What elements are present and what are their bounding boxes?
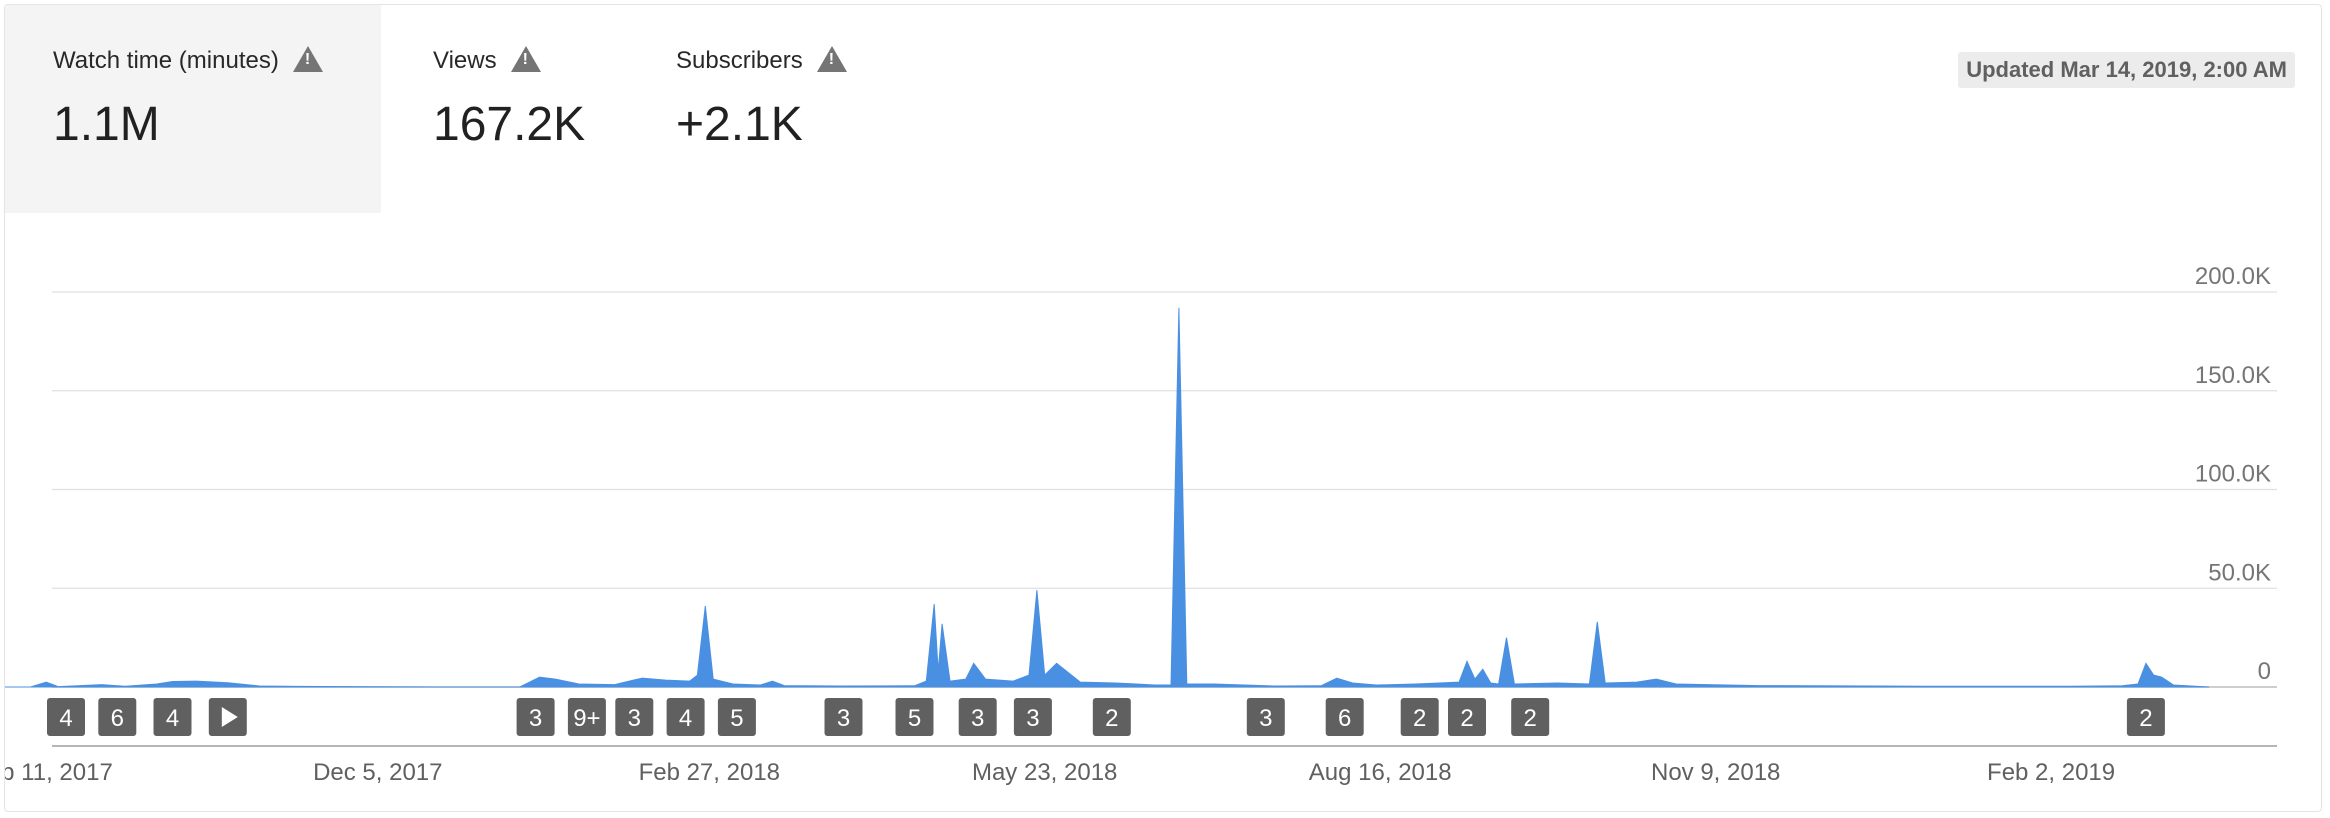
event-marker[interactable]: 3 — [824, 698, 863, 736]
tab-watch-time-label: Watch time (minutes) — [53, 47, 279, 74]
y-tick-label: 50.0K — [2208, 559, 2271, 586]
chart-series — [5, 307, 2210, 688]
event-marker-box — [98, 698, 137, 736]
x-tick-label: Feb 2, 2019 — [1987, 759, 2115, 786]
event-marker-label: 9+ — [573, 705, 600, 732]
tab-watch-time-title: Watch time (minutes) — [53, 46, 381, 75]
tab-watch-time-value: 1.1M — [53, 98, 160, 151]
event-marker-label: 2 — [1460, 705, 1473, 732]
chart-markers: 4 6 4 3 9+ 3 4 5 3 5 3 3 2 3 6 2 2 2 2 — [47, 698, 2165, 736]
x-tick-label: Nov 9, 2018 — [1651, 759, 1780, 786]
updated-timestamp: Updated Mar 14, 2019, 2:00 AM — [1958, 52, 2295, 88]
event-marker-label: 5 — [908, 705, 921, 732]
event-marker[interactable]: 4 — [47, 698, 85, 736]
event-marker-box — [824, 698, 863, 736]
tab-views-value: 167.2K — [433, 98, 586, 151]
event-marker-box — [47, 698, 85, 736]
tab-subscribers-label: Subscribers — [676, 47, 803, 74]
y-tick-label: 0 — [2258, 658, 2271, 685]
event-marker-label: 6 — [111, 705, 124, 732]
event-marker-box — [1400, 698, 1439, 736]
tab-views[interactable]: Views 167.2K — [381, 5, 624, 213]
event-marker[interactable]: 4 — [153, 698, 192, 736]
event-marker[interactable]: 3 — [1246, 698, 1285, 736]
event-marker-label: 3 — [628, 705, 641, 732]
tab-subscribers[interactable]: Subscribers +2.1K — [624, 5, 884, 213]
tab-subscribers-title: Subscribers — [676, 46, 884, 75]
event-marker-box — [1013, 698, 1052, 736]
y-tick-label: 100.0K — [2195, 461, 2271, 488]
event-marker-box — [567, 698, 606, 736]
event-marker[interactable]: 4 — [666, 698, 705, 736]
x-tick-label: May 23, 2018 — [972, 759, 1117, 786]
event-marker[interactable]: 3 — [615, 698, 654, 736]
event-marker-box — [1511, 698, 1550, 736]
event-marker[interactable]: 5 — [717, 698, 756, 736]
y-tick-label: 200.0K — [2195, 263, 2271, 290]
event-marker-box — [615, 698, 654, 736]
event-marker-box — [958, 698, 997, 736]
event-marker-label: 3 — [971, 705, 984, 732]
event-marker-label: 2 — [1413, 705, 1426, 732]
event-marker[interactable]: 5 — [895, 698, 934, 736]
event-marker-label: 2 — [1105, 705, 1118, 732]
warning-icon[interactable] — [510, 46, 541, 72]
event-marker[interactable] — [208, 698, 247, 736]
event-marker[interactable]: 2 — [2126, 698, 2165, 736]
event-marker-label: 4 — [59, 705, 72, 732]
event-marker[interactable]: 3 — [516, 698, 555, 736]
event-marker-box — [1448, 698, 1486, 736]
event-marker-label: 3 — [529, 705, 542, 732]
event-marker[interactable]: 2 — [1448, 698, 1486, 736]
x-tick-label: Feb 27, 2018 — [639, 759, 780, 786]
event-marker-label: 2 — [2139, 705, 2152, 732]
tab-views-title: Views — [433, 46, 624, 75]
event-marker[interactable]: 3 — [958, 698, 997, 736]
event-marker-label: 3 — [1026, 705, 1039, 732]
event-marker-box — [2126, 698, 2165, 736]
y-tick-label: 150.0K — [2195, 362, 2271, 389]
tab-watch-time[interactable]: Watch time (minutes) 1.1M — [5, 5, 381, 213]
event-marker-label: 3 — [1259, 705, 1272, 732]
analytics-card: Watch time (minutes) 1.1M Views 167.2K S… — [4, 4, 2322, 812]
warning-icon[interactable] — [292, 46, 323, 72]
event-marker-box — [1246, 698, 1285, 736]
event-marker[interactable]: 2 — [1511, 698, 1550, 736]
event-marker-label: 4 — [679, 705, 692, 732]
event-marker[interactable]: 3 — [1013, 698, 1052, 736]
event-marker-label: 3 — [837, 705, 850, 732]
chart-x-ticks: Sep 11, 2017 Dec 5, 2017 Feb 27, 2018 May 2… — [5, 759, 2115, 786]
event-marker-box — [717, 698, 756, 736]
warning-icon[interactable] — [816, 46, 847, 72]
event-marker-box — [153, 698, 192, 736]
event-marker-label: 4 — [166, 705, 179, 732]
tab-subscribers-value: +2.1K — [676, 98, 803, 151]
tab-views-label: Views — [433, 47, 497, 74]
series-area — [5, 307, 2210, 688]
metric-tabs: Watch time (minutes) 1.1M Views 167.2K S… — [5, 5, 884, 213]
event-marker-label: 5 — [730, 705, 743, 732]
event-marker-label: 6 — [1338, 705, 1351, 732]
event-marker[interactable]: 6 — [1325, 698, 1364, 736]
event-marker-box — [895, 698, 934, 736]
event-marker-box — [516, 698, 555, 736]
event-marker[interactable]: 2 — [1400, 698, 1439, 736]
event-marker-box — [1092, 698, 1131, 736]
watch-time-chart: 200.0K 150.0K 100.0K 50.0K 0 4 6 4 3 9+ 3 4 5 3 5 3 3 2 3… — [5, 263, 2277, 786]
event-marker-box — [666, 698, 705, 736]
event-marker[interactable]: 6 — [98, 698, 137, 736]
event-marker[interactable]: 9+ — [567, 698, 606, 736]
event-marker-box — [1325, 698, 1364, 736]
x-tick-label: Aug 16, 2018 — [1309, 759, 1452, 786]
event-marker[interactable]: 2 — [1092, 698, 1131, 736]
event-marker-label: 2 — [1524, 705, 1537, 732]
play-icon — [221, 707, 238, 727]
x-tick-label: Sep 11, 2017 — [5, 759, 113, 786]
x-tick-label: Dec 5, 2017 — [313, 759, 442, 786]
chart-grid: 200.0K 150.0K 100.0K 50.0K 0 — [52, 263, 2277, 688]
